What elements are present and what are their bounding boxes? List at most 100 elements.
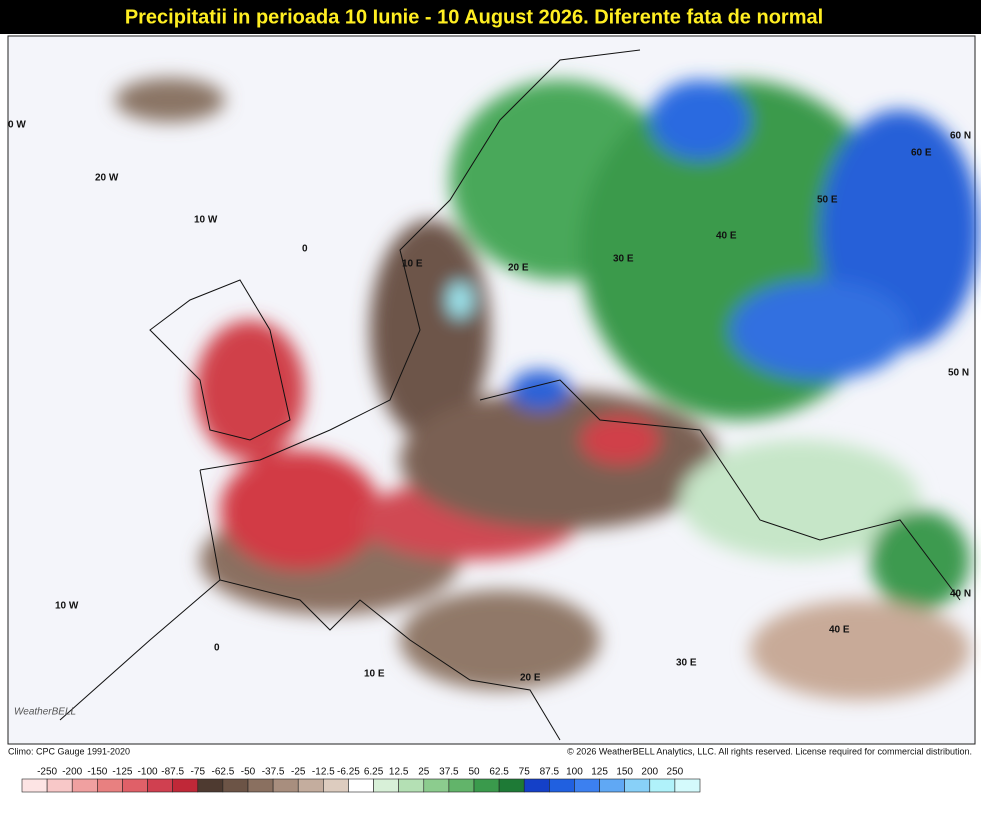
legend-label: 62.5 bbox=[489, 767, 509, 778]
legend-swatch bbox=[423, 778, 450, 793]
legend-swatch bbox=[147, 778, 173, 793]
legend-swatch bbox=[574, 778, 600, 793]
legend-swatch bbox=[247, 778, 274, 793]
anomaly-blob bbox=[400, 590, 600, 690]
grid-labels: 0 W 20 W 10 W 0 10 E 20 E 30 E 40 E 50 E 60 E 60 N… bbox=[8, 120, 971, 684]
legend-label: -12.5 bbox=[312, 767, 335, 778]
legend-swatch bbox=[398, 778, 425, 793]
anomaly-blob bbox=[115, 78, 225, 122]
title-bar bbox=[0, 0, 981, 34]
grid-label: 40 E bbox=[829, 625, 850, 636]
legend-label: -125 bbox=[112, 767, 132, 778]
legend-swatch bbox=[97, 778, 123, 793]
legend-label: 37.5 bbox=[439, 767, 459, 778]
legend-swatch bbox=[348, 778, 374, 793]
anomaly-blob bbox=[370, 220, 490, 440]
grid-label: 10 W bbox=[55, 601, 79, 612]
coastlines bbox=[59, 49, 961, 741]
legend-swatch bbox=[523, 778, 550, 793]
grid-label: 40 E bbox=[716, 231, 737, 242]
legend-swatch bbox=[297, 778, 324, 793]
anomaly-blob bbox=[510, 370, 570, 410]
legend-label: 6.25 bbox=[364, 767, 384, 778]
grid-label: 0 bbox=[214, 643, 220, 654]
legend-label: 100 bbox=[566, 767, 583, 778]
grid-label: 50 E bbox=[817, 195, 838, 206]
legend-label: 125 bbox=[591, 767, 608, 778]
legend-label: -200 bbox=[62, 767, 82, 778]
legend-label: -37.5 bbox=[262, 767, 285, 778]
legend-label: -62.5 bbox=[211, 767, 234, 778]
anomaly-blob bbox=[220, 450, 380, 570]
grid-label: 20 E bbox=[508, 263, 529, 274]
legend-swatch bbox=[71, 778, 98, 793]
anomaly-blob bbox=[400, 390, 720, 530]
legend-label: 200 bbox=[641, 767, 658, 778]
grid-label: 50 N bbox=[948, 368, 969, 379]
legend-swatch bbox=[122, 778, 148, 793]
legend-label: -100 bbox=[138, 767, 158, 778]
coastline bbox=[199, 49, 641, 741]
legend-swatch bbox=[599, 778, 625, 793]
legend-label: -250 bbox=[37, 767, 57, 778]
grid-label: 20 E bbox=[520, 673, 541, 684]
legend-swatch bbox=[21, 778, 48, 793]
grid-label: 30 E bbox=[676, 658, 697, 669]
legend-swatch bbox=[448, 778, 475, 793]
legend-label: 25 bbox=[418, 767, 430, 778]
legend-swatch bbox=[272, 778, 299, 793]
legend-label: 150 bbox=[616, 767, 633, 778]
anomaly-blob bbox=[650, 80, 750, 160]
legend-swatch bbox=[323, 778, 349, 793]
grid-label: 0 bbox=[302, 244, 308, 255]
coastline bbox=[59, 579, 221, 721]
grid-label: 30 E bbox=[613, 254, 634, 265]
legend-label: -87.5 bbox=[161, 767, 184, 778]
grid-label: 40 N bbox=[950, 589, 971, 600]
legend: -250 -200 -150 -125 -100 -87.5 -75 -62.5 -50 -37.… bbox=[21, 767, 701, 793]
grid-label: 60 E bbox=[911, 148, 932, 159]
title: Precipitatii in perioada 10 Iunie - 10 A… bbox=[125, 6, 823, 28]
anomaly-blob bbox=[870, 510, 970, 610]
anomaly-blob bbox=[448, 282, 472, 318]
legend-swatch bbox=[498, 778, 525, 793]
anomaly-blob bbox=[580, 415, 660, 465]
legend-label: 50 bbox=[468, 767, 480, 778]
legend-label: 250 bbox=[667, 767, 684, 778]
legend-swatch bbox=[624, 778, 651, 793]
legend-label: -75 bbox=[191, 767, 206, 778]
legend-swatch bbox=[649, 778, 676, 793]
grid-label: 60 N bbox=[950, 131, 971, 142]
legend-swatch bbox=[373, 778, 399, 793]
logo: WeatherBELL bbox=[14, 707, 76, 718]
grid-label: 20 W bbox=[95, 173, 119, 184]
legend-label: -150 bbox=[87, 767, 107, 778]
legend-swatch bbox=[172, 778, 199, 793]
legend-swatch bbox=[197, 778, 224, 793]
legend-swatch bbox=[674, 778, 701, 793]
coastline bbox=[149, 279, 291, 441]
grid-label: 0 W bbox=[8, 120, 26, 131]
grid-label: 10 W bbox=[194, 215, 218, 226]
legend-label: -50 bbox=[241, 767, 256, 778]
climo-note: Climo: CPC Gauge 1991-2020 bbox=[8, 746, 130, 756]
grid-label: 10 E bbox=[364, 669, 385, 680]
anomaly-blob bbox=[730, 280, 910, 380]
legend-label: -25 bbox=[291, 767, 306, 778]
legend-label: 12.5 bbox=[389, 767, 409, 778]
legend-swatch bbox=[549, 778, 575, 793]
copyright: © 2026 WeatherBELL Analytics, LLC. All r… bbox=[567, 746, 972, 756]
legend-swatch bbox=[222, 778, 249, 793]
legend-swatch bbox=[473, 778, 500, 793]
legend-label: 87.5 bbox=[540, 767, 560, 778]
legend-label: -6.25 bbox=[337, 767, 360, 778]
legend-swatch bbox=[46, 778, 73, 793]
anomaly-field bbox=[115, 78, 980, 700]
anomaly-blob bbox=[750, 600, 970, 700]
legend-label: 75 bbox=[519, 767, 531, 778]
anomaly-blob bbox=[195, 320, 305, 460]
grid-label: 10 E bbox=[402, 259, 423, 270]
coastline bbox=[479, 379, 961, 601]
